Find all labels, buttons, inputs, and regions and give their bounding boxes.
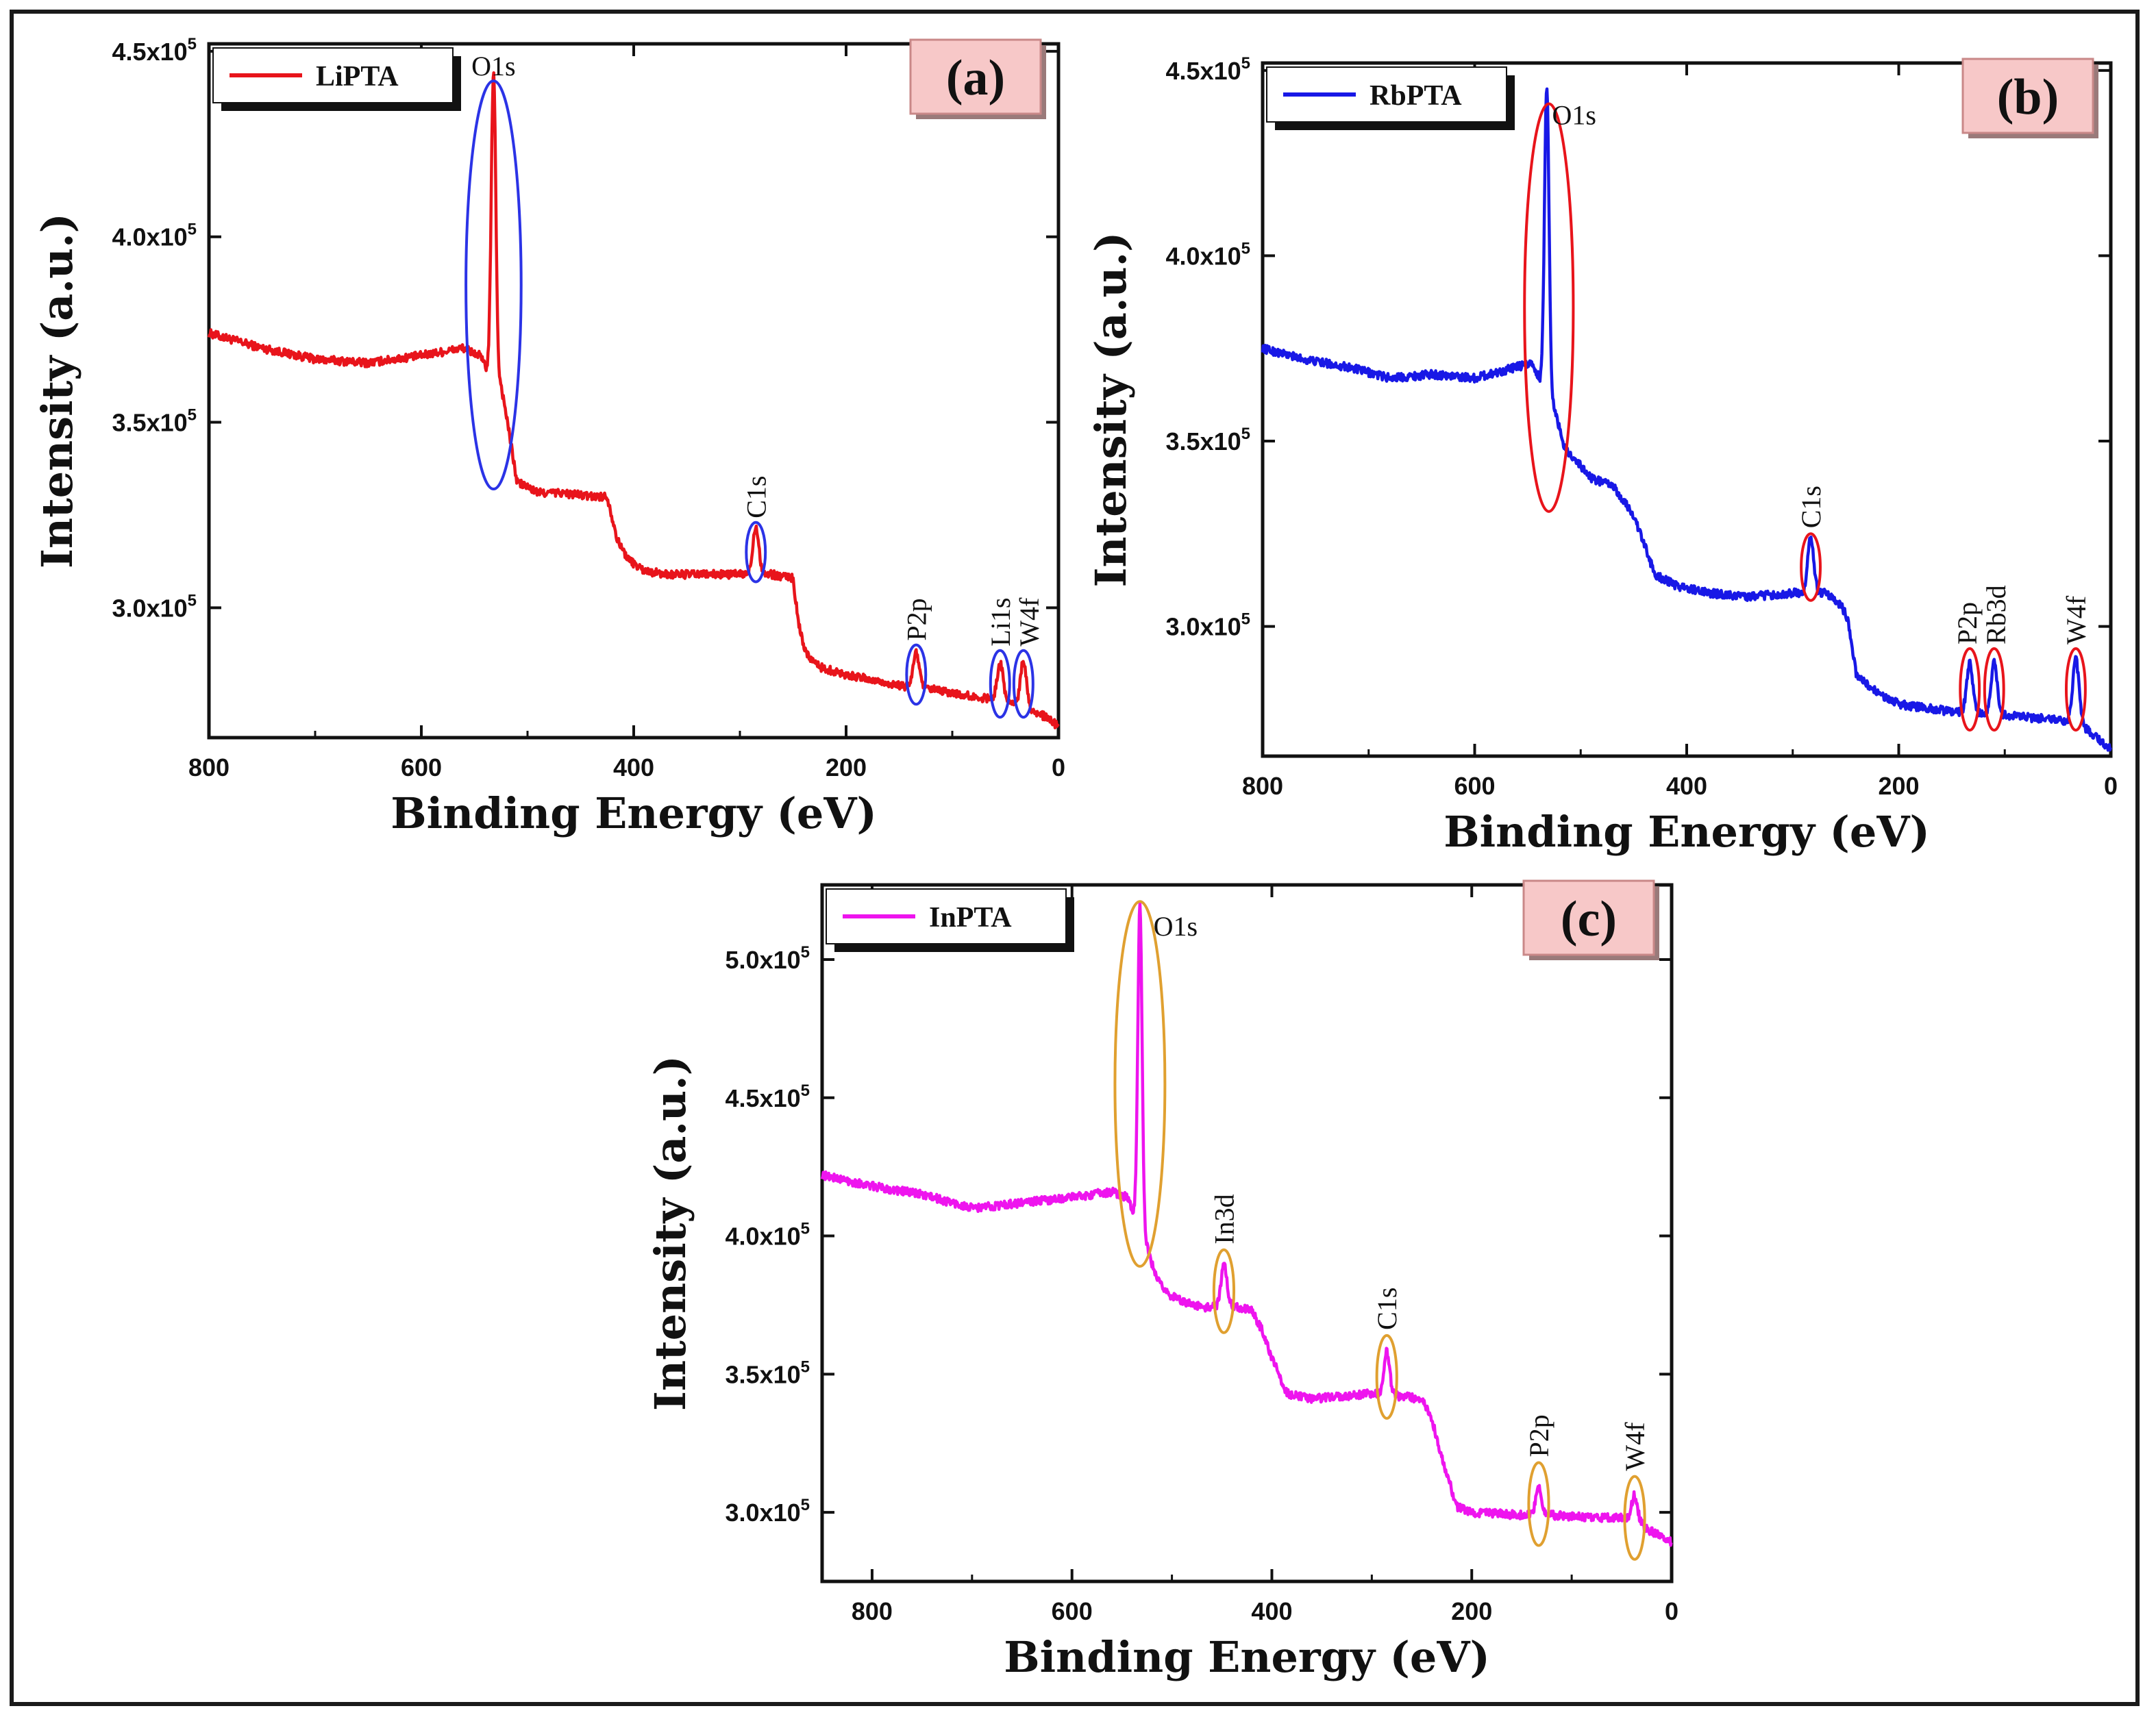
peak-label-C1s: C1s — [1372, 1288, 1402, 1330]
peak-marker-ellipse — [905, 643, 928, 706]
x-tick-label: 800 — [188, 753, 230, 781]
peak-label-W4f: W4f — [1620, 1422, 1650, 1471]
x-tick-label: 200 — [826, 753, 867, 781]
peak-marker-ellipse — [2065, 647, 2087, 732]
peak-label-C1s: C1s — [1796, 486, 1826, 528]
x-tick-label: 200 — [1878, 772, 1919, 800]
y-tick-label: 3.5x105 — [112, 406, 197, 437]
peak-marker-ellipse — [745, 521, 767, 584]
spectrum-line-RbPTA — [1261, 87, 2112, 752]
y-axis-title: Intensity (a.u.) — [645, 1055, 695, 1411]
figure-frame — [10, 10, 2140, 1706]
peak-marker-ellipse — [1113, 900, 1167, 1268]
peak-marker-ellipse — [1012, 649, 1034, 719]
y-tick-label: 4.5x105 — [112, 35, 197, 66]
peak-marker-ellipse — [1959, 647, 1981, 732]
x-axis-title: Binding Energy (eV) — [1443, 807, 1930, 857]
y-tick-label: 3.5x105 — [1166, 425, 1250, 455]
peak-label-Li1s: Li1s — [985, 598, 1016, 647]
y-tick-label: 4.0x105 — [726, 1220, 810, 1251]
peak-label-W4f: W4f — [1014, 597, 1045, 647]
x-tick-label: 400 — [1251, 1597, 1292, 1625]
x-tick-label: 0 — [1665, 1597, 1678, 1625]
y-axis-title: Intensity (a.u.) — [32, 213, 82, 568]
peak-label-O1s: O1s — [1552, 100, 1596, 131]
peak-label-O1s: O1s — [471, 51, 515, 82]
peak-marker-ellipse — [1623, 1475, 1646, 1561]
peak-marker-ellipse — [1523, 102, 1575, 513]
panel-tag-label: (c) — [1561, 891, 1617, 947]
x-tick-label: 0 — [1052, 753, 1065, 781]
y-axis-title: Intensity (a.u.) — [1086, 231, 1136, 587]
peak-label-P2p: P2p — [1952, 602, 1983, 644]
y-tick-label: 4.5x105 — [1166, 54, 1250, 85]
y-tick-label: 5.0x105 — [726, 943, 810, 974]
peak-label-W4f: W4f — [2061, 595, 2092, 644]
x-tick-label: 0 — [2104, 772, 2118, 800]
peak-label-In3d: In3d — [1209, 1194, 1239, 1244]
y-tick-label: 4.0x105 — [1166, 239, 1250, 270]
panel-c: 800 600 400 200 0 3.0x105 3.5x105 4.0x105 4.5x10… — [645, 879, 1678, 1682]
x-tick-label: 400 — [613, 753, 654, 781]
peak-label-P2p: P2p — [1524, 1414, 1554, 1457]
legend-label: LiPTA — [316, 61, 399, 92]
x-tick-label: 400 — [1666, 772, 1707, 800]
peak-marker-ellipse — [989, 649, 1011, 719]
y-tick-label: 3.0x105 — [112, 591, 197, 622]
panel-tag-box — [1961, 58, 2094, 134]
legend-label: InPTA — [929, 902, 1012, 934]
peak-marker-ellipse — [1527, 1461, 1550, 1547]
x-axis-title: Binding Energy (eV) — [391, 788, 877, 838]
plot-frame — [820, 883, 1674, 1583]
panel-a: 800 600 400 200 0 3.0x105 3.5x105 4.0x105 4.5x10… — [32, 35, 1065, 838]
peak-label-P2p: P2p — [901, 598, 932, 640]
panel-b: 800 600 400 200 0 3.0x105 3.5x105 4.0x105 4.5x10… — [1086, 54, 2118, 857]
panel-tag-box — [1522, 879, 1655, 956]
y-tick-label: 4.5x105 — [726, 1081, 810, 1112]
x-tick-label: 200 — [1451, 1597, 1492, 1625]
peak-marker-ellipse — [1212, 1248, 1236, 1334]
y-tick-label: 3.5x105 — [726, 1357, 810, 1388]
x-tick-label: 800 — [852, 1597, 893, 1625]
y-tick-label: 4.0x105 — [112, 221, 197, 251]
peak-label-O1s: O1s — [1154, 911, 1198, 942]
legend-label: RbPTA — [1370, 80, 1462, 112]
peak-marker-ellipse — [464, 79, 523, 491]
x-tick-label: 600 — [1454, 772, 1495, 800]
panel-tag-box — [909, 38, 1042, 115]
x-tick-label: 600 — [1052, 1597, 1093, 1625]
x-tick-label: 800 — [1242, 772, 1283, 800]
plot-frame — [1261, 61, 2113, 758]
x-tick-label: 600 — [401, 753, 442, 781]
peak-marker-ellipse — [1375, 1333, 1398, 1420]
x-axis-title: Binding Energy (eV) — [1004, 1632, 1490, 1682]
peak-marker-ellipse — [1800, 532, 1822, 602]
y-tick-label: 3.0x105 — [726, 1496, 810, 1527]
y-tick-label: 3.0x105 — [1166, 610, 1250, 641]
panel-tag-label: (b) — [1997, 69, 2059, 125]
peak-label-Rb3d: Rb3d — [1981, 585, 2011, 644]
peak-marker-ellipse — [1983, 647, 2005, 732]
peak-label-C1s: C1s — [741, 476, 771, 518]
panel-tag-label: (a) — [946, 50, 1005, 106]
spectrum-line-LiPTA — [207, 71, 1060, 729]
